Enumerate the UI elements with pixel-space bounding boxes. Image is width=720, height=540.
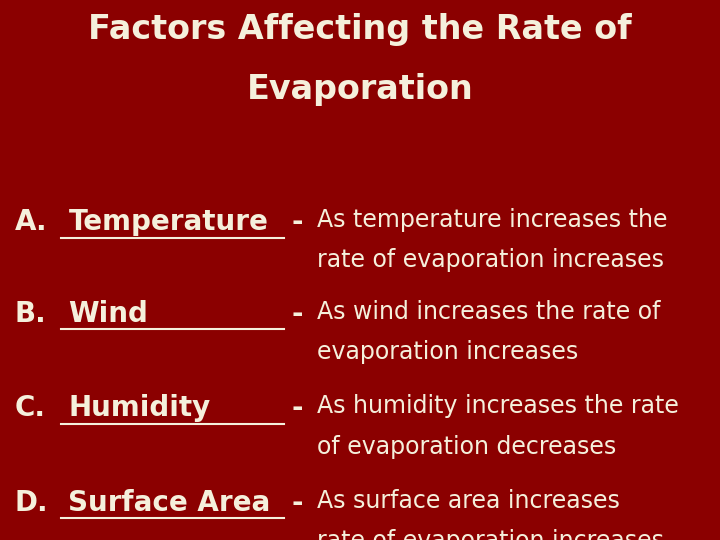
Text: Humidity: Humidity <box>68 394 211 422</box>
Text: Wind: Wind <box>68 300 148 328</box>
Text: C.: C. <box>14 394 45 422</box>
Text: As wind increases the rate of: As wind increases the rate of <box>317 300 660 323</box>
Text: rate of evaporation increases: rate of evaporation increases <box>317 529 664 540</box>
Text: -: - <box>292 394 303 422</box>
Text: Surface Area: Surface Area <box>68 489 271 517</box>
Text: A.: A. <box>14 208 47 236</box>
Text: -: - <box>292 208 303 236</box>
Text: D.: D. <box>14 489 48 517</box>
Text: of evaporation decreases: of evaporation decreases <box>317 435 616 458</box>
Text: Factors Affecting the Rate of: Factors Affecting the Rate of <box>88 14 632 46</box>
Text: Evaporation: Evaporation <box>247 73 473 106</box>
Text: rate of evaporation increases: rate of evaporation increases <box>317 248 664 272</box>
Text: Temperature: Temperature <box>68 208 269 236</box>
Text: -: - <box>292 489 303 517</box>
Text: B.: B. <box>14 300 46 328</box>
Text: As humidity increases the rate: As humidity increases the rate <box>317 394 679 418</box>
Text: As temperature increases the: As temperature increases the <box>317 208 667 232</box>
Text: -: - <box>292 300 303 328</box>
Text: As surface area increases: As surface area increases <box>317 489 620 512</box>
Text: evaporation increases: evaporation increases <box>317 340 578 364</box>
